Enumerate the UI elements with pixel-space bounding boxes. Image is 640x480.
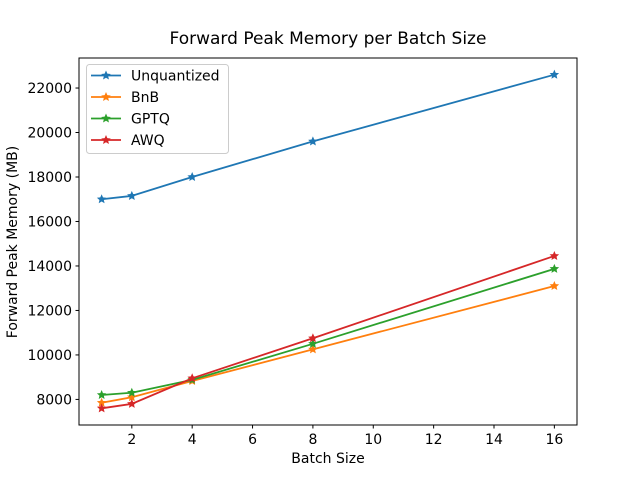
y-tick-label: 22000: [27, 81, 72, 97]
plot-area-border: [78, 57, 578, 426]
x-tick-label: 2: [127, 432, 136, 448]
data-point-marker-awq: [549, 250, 560, 261]
legend-item-gptq: GPTQ: [91, 112, 170, 128]
data-point-marker-unquantized: [549, 69, 560, 79]
x-tick-label: 16: [545, 432, 563, 448]
y-axis-label: Forward Peak Memory (MB): [5, 146, 21, 338]
plot-content: 2 4 6 8 10 12 14 16 8000 10000 12000 14000 16000 1800…: [27, 69, 563, 448]
legend-item-awq: AWQ: [91, 133, 165, 149]
legend-label: GPTQ: [131, 112, 170, 128]
data-point-marker-unquantized: [308, 136, 318, 146]
data-point-marker-awq: [96, 403, 107, 413]
data-point-marker-unquantized: [127, 190, 137, 200]
y-tick-label: 8000: [36, 392, 72, 408]
legend-item-bnb: BnB: [91, 90, 159, 106]
y-tick-label: 12000: [27, 303, 72, 319]
y-tick-label: 10000: [27, 348, 72, 364]
data-point-marker-awq: [127, 398, 137, 408]
data-point-marker-gptq: [549, 263, 560, 273]
x-tick-label: 4: [188, 432, 197, 448]
chart-title: Forward Peak Memory per Batch Size: [170, 29, 487, 49]
y-tick-label: 16000: [27, 214, 72, 230]
y-tick-label: 20000: [27, 126, 72, 142]
x-tick-label: 10: [364, 432, 382, 448]
series-line-gptq: [101, 267, 555, 396]
y-tick-label: 14000: [27, 259, 72, 275]
x-axis-label: Batch Size: [291, 451, 364, 467]
data-point-marker-gptq: [96, 389, 107, 400]
x-tick-label: 6: [248, 432, 257, 448]
data-point-marker-unquantized: [96, 194, 107, 204]
legend-frame: [86, 64, 229, 154]
x-tick-label: 12: [425, 432, 443, 448]
legend-label: Unquantized: [131, 69, 220, 85]
legend-label: AWQ: [131, 133, 165, 149]
legend-label: BnB: [131, 90, 159, 106]
x-tick-label: 14: [485, 432, 503, 448]
legend: Unquantized BnB GPTQ AWQ: [86, 64, 229, 154]
data-point-marker-unquantized: [187, 171, 197, 182]
x-tick-label: 8: [308, 432, 317, 448]
legend-item-unquantized: Unquantized: [91, 69, 220, 85]
data-point-marker-bnb: [549, 280, 560, 291]
y-tick-label: 18000: [27, 170, 72, 186]
